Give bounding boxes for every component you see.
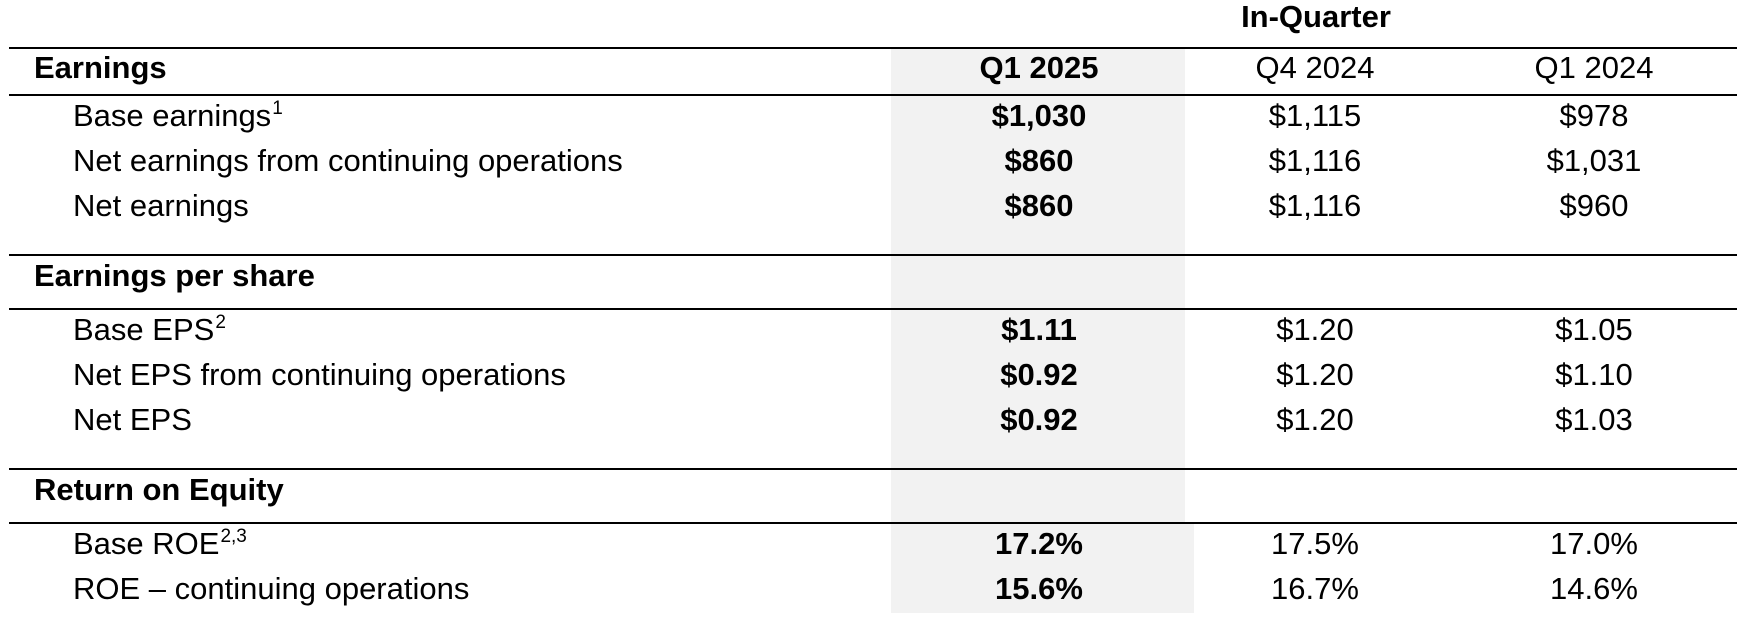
cell-q4-2024: $1.20	[1276, 312, 1354, 347]
cell-q1-2024: $1.03	[1555, 402, 1633, 437]
row-label: Net EPS from continuing operations	[73, 357, 566, 393]
cell-q1-2024: $960	[1559, 188, 1629, 223]
cell-q1-2025: $860	[1004, 143, 1074, 178]
cell-q1-2024: $1.10	[1555, 357, 1633, 392]
cell-q1-2025: $1.11	[1001, 312, 1077, 347]
footnote-marker: 2,3	[220, 526, 247, 547]
row-label: Net EPS	[73, 402, 192, 438]
cell-q1-2025: $0.92	[1000, 402, 1078, 437]
current-quarter-column-shade-bottom	[891, 523, 1194, 613]
row-label-text: ROE – continuing operations	[73, 571, 470, 606]
cell-q1-2024: 17.0%	[1550, 526, 1638, 561]
row-label-text: Net earnings from continuing operations	[73, 143, 623, 178]
header-rule	[9, 94, 1737, 96]
cell-q1-2025: 17.2%	[995, 526, 1083, 561]
row-label: ROE – continuing operations	[73, 571, 469, 607]
row-label-text: Base earnings	[73, 98, 272, 133]
top-rule	[9, 47, 1737, 49]
cell-q1-2025: $860	[1004, 188, 1074, 223]
cell-q1-2025: $0.92	[1000, 357, 1078, 392]
cell-q1-2024: $1.05	[1555, 312, 1633, 347]
section-rule-roe-top	[9, 468, 1737, 470]
column-header-q1-2024: Q1 2024	[1534, 50, 1654, 85]
cell-q1-2024: $1,031	[1546, 143, 1642, 178]
cell-q4-2024: 16.7%	[1271, 571, 1359, 606]
row-label: Base ROE2,3	[73, 526, 247, 567]
cell-q4-2024: $1,116	[1268, 143, 1362, 178]
section-rule-roe-bottom	[9, 522, 1737, 524]
cell-q4-2024: $1.20	[1276, 402, 1354, 437]
row-label: Net earnings from continuing operations	[73, 143, 623, 179]
footnote-marker: 1	[272, 98, 283, 119]
cell-q1-2024: $978	[1559, 98, 1629, 133]
cell-q4-2024: $1,115	[1268, 98, 1362, 133]
row-label-text: Base EPS	[73, 312, 215, 347]
in-quarter-header: In-Quarter	[1241, 0, 1391, 34]
row-label-text: Base ROE	[73, 526, 220, 561]
cell-q4-2024: $1,116	[1268, 188, 1362, 223]
cell-q1-2025: $1,030	[991, 98, 1087, 133]
section-rule-eps-bottom	[9, 308, 1737, 310]
current-quarter-column-shade	[891, 49, 1185, 613]
row-label: Net earnings	[73, 188, 249, 224]
row-label-text: Net EPS from continuing operations	[73, 357, 566, 392]
cell-q1-2024: 14.6%	[1550, 571, 1638, 606]
row-label-text: Net earnings	[73, 188, 249, 223]
cell-q4-2024: $1.20	[1276, 357, 1354, 392]
cell-q4-2024: 17.5%	[1271, 526, 1359, 561]
row-label-text: Net EPS	[73, 402, 192, 437]
row-label: Base earnings1	[73, 98, 283, 139]
column-header-q1-2025: Q1 2025	[979, 50, 1099, 85]
footnote-marker: 2	[215, 312, 226, 333]
column-header-q4-2024: Q4 2024	[1255, 50, 1375, 85]
section-title-roe: Return on Equity	[34, 472, 284, 507]
section-rule-eps-top	[9, 254, 1737, 256]
section-title-earnings: Earnings	[34, 50, 167, 85]
section-title-eps: Earnings per share	[34, 258, 315, 293]
row-label: Base EPS2	[73, 312, 226, 353]
cell-q1-2025: 15.6%	[995, 571, 1083, 606]
